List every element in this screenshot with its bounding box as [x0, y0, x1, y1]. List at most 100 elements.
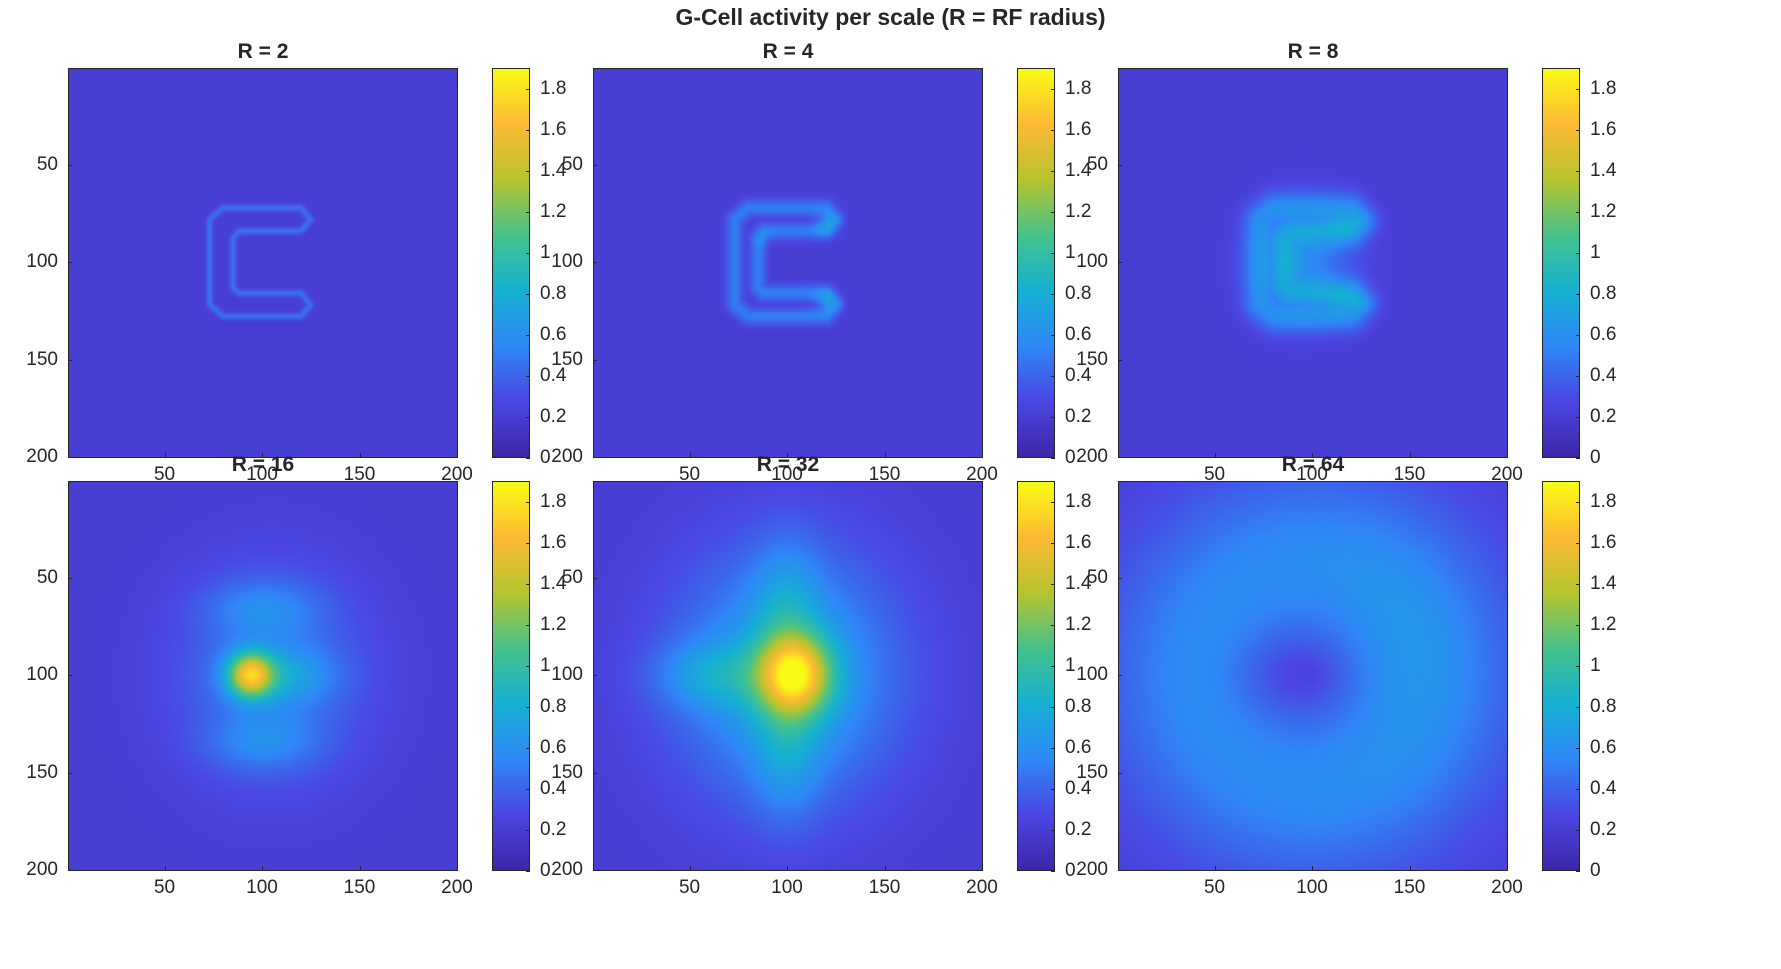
colorbar-tick-mark [1051, 293, 1055, 295]
colorbar-tick-label: 1.2 [1065, 200, 1092, 222]
colorbar-tick-mark [1576, 871, 1580, 872]
x-tick-mark [1409, 453, 1411, 457]
heatmap-image [593, 481, 983, 871]
colorbar-tick-mark [1576, 170, 1580, 172]
y-tick-label: 100 [1076, 664, 1108, 686]
x-tick-label: 100 [246, 877, 278, 898]
colorbar-tick-mark [526, 829, 530, 831]
colorbar-tick-label: 1.2 [540, 613, 567, 635]
colorbar-tick-mark [1576, 211, 1580, 213]
colorbar-tick-label: 1 [540, 241, 551, 263]
x-tick-label: 50 [678, 877, 701, 898]
x-tick-mark [787, 453, 789, 457]
y-tick-mark [593, 675, 597, 677]
x-tick-mark [457, 866, 459, 870]
x-tick-label: 150 [1393, 464, 1426, 485]
colorbar-tick-label: 1.8 [1065, 77, 1092, 99]
y-tick-mark [1118, 457, 1122, 459]
colorbar-tick-label: 1.8 [540, 490, 567, 512]
y-tick-mark [593, 577, 597, 579]
colorbar-tick-mark [1051, 88, 1055, 90]
colorbar-tick-label: 0.8 [1590, 695, 1617, 717]
heatmap-image [1118, 481, 1508, 871]
colorbar-tick-mark [1051, 624, 1055, 626]
colorbar-tick-label: 1.4 [1590, 572, 1617, 594]
colorbar-tick-label: 1.6 [1590, 531, 1617, 553]
colorbar-tick-label: 0.6 [1590, 736, 1617, 758]
y-tick-label: 150 [1076, 761, 1108, 783]
x-tick-mark [1312, 866, 1314, 870]
colorbar-tick-mark [1576, 129, 1580, 131]
x-tick-mark [1409, 866, 1411, 870]
colorbar-tick-mark [1576, 788, 1580, 790]
x-tick-mark [457, 453, 459, 457]
x-tick-mark [689, 453, 691, 457]
colorbar-tick-mark [1576, 252, 1580, 254]
y-tick-label: 50 [36, 153, 58, 175]
y-tick-label: 200 [551, 446, 583, 468]
colorbar-tick-mark [1576, 829, 1580, 831]
heatmap-panel: R = 32 50 100 150 200 50 100 150 200 0 0.2 0.4 0.6 0.… [525, 453, 1091, 898]
colorbar-tick-label: 1.6 [540, 118, 567, 140]
x-tick-mark [1214, 866, 1216, 870]
colorbar-tick-mark [526, 624, 530, 626]
colorbar-tick-label: 0.6 [540, 736, 567, 758]
figure-title: G-Cell activity per scale (R = RF radius… [675, 4, 1106, 30]
colorbar-tick-label: 0 [1590, 860, 1601, 881]
heatmap-image [1118, 68, 1508, 458]
colorbar-tick-mark [1576, 665, 1580, 667]
colorbar-tick-label: 1.4 [540, 159, 567, 181]
colorbar-tick-label: 0.2 [1065, 818, 1092, 840]
heatmap-image [593, 68, 983, 458]
heatmap-panel: R = 4 50 100 150 200 50 100 150 200 0 0.2 0.4 0.6 0.8… [525, 40, 1091, 485]
y-tick-label: 150 [551, 761, 583, 783]
colorbar-tick-label: 1.8 [1065, 490, 1092, 512]
colorbar-tick-label: 1 [540, 654, 551, 676]
colorbar-tick-label: 1 [1590, 241, 1601, 263]
colorbar-tick-mark [526, 129, 530, 131]
colorbar-tick-mark [1051, 416, 1055, 418]
colorbar [1542, 68, 1580, 458]
y-tick-label: 50 [1086, 153, 1108, 175]
y-tick-label: 50 [561, 566, 583, 588]
heatmap-panel: R = 2 50 100 150 200 50 100 150 200 0 0.2 0.4 0.6 0.8… [0, 40, 566, 485]
x-tick-label: 150 [1393, 877, 1426, 898]
x-tick-mark [884, 453, 886, 457]
colorbar-tick-label: 0.4 [540, 364, 567, 386]
colorbar-tick-label: 1.2 [1065, 613, 1092, 635]
colorbar-tick-mark [526, 706, 530, 708]
y-tick-mark [593, 262, 597, 264]
y-tick-label: 150 [26, 348, 58, 370]
x-tick-mark [689, 866, 691, 870]
y-tick-mark [68, 870, 72, 872]
colorbar-tick-mark [526, 211, 530, 213]
colorbar-tick-label: 1 [1065, 654, 1076, 676]
colorbar-tick-mark [526, 375, 530, 377]
colorbar-tick-mark [1576, 416, 1580, 418]
colorbar-tick-label: 1.8 [540, 77, 567, 99]
x-tick-label: 100 [771, 877, 803, 898]
colorbar-tick-mark [526, 88, 530, 90]
colorbar-tick-label: 0.4 [1590, 777, 1617, 799]
colorbar-tick-label: 1.6 [540, 531, 567, 553]
colorbar-tick-mark [526, 501, 530, 503]
colorbar-tick-label: 1.4 [1065, 572, 1092, 594]
y-tick-label: 200 [26, 446, 58, 468]
x-tick-mark [884, 866, 886, 870]
panel-title: R = 64 [1281, 453, 1345, 476]
colorbar-tick-mark [1576, 375, 1580, 377]
colorbar-tick-label: 1 [1065, 241, 1076, 263]
colorbar [492, 68, 530, 458]
colorbar-tick-mark [1576, 501, 1580, 503]
y-tick-mark [1118, 262, 1122, 264]
x-tick-label: 100 [1296, 464, 1328, 485]
colorbar-tick-label: 1.2 [540, 200, 567, 222]
y-tick-mark [1118, 675, 1122, 677]
x-tick-label: 200 [1491, 464, 1523, 485]
y-tick-mark [593, 772, 597, 774]
colorbar-tick-mark [1051, 252, 1055, 254]
colorbar-tick-label: 0 [540, 447, 551, 468]
x-tick-mark [982, 453, 984, 457]
x-tick-mark [1214, 453, 1216, 457]
y-tick-mark [593, 870, 597, 872]
